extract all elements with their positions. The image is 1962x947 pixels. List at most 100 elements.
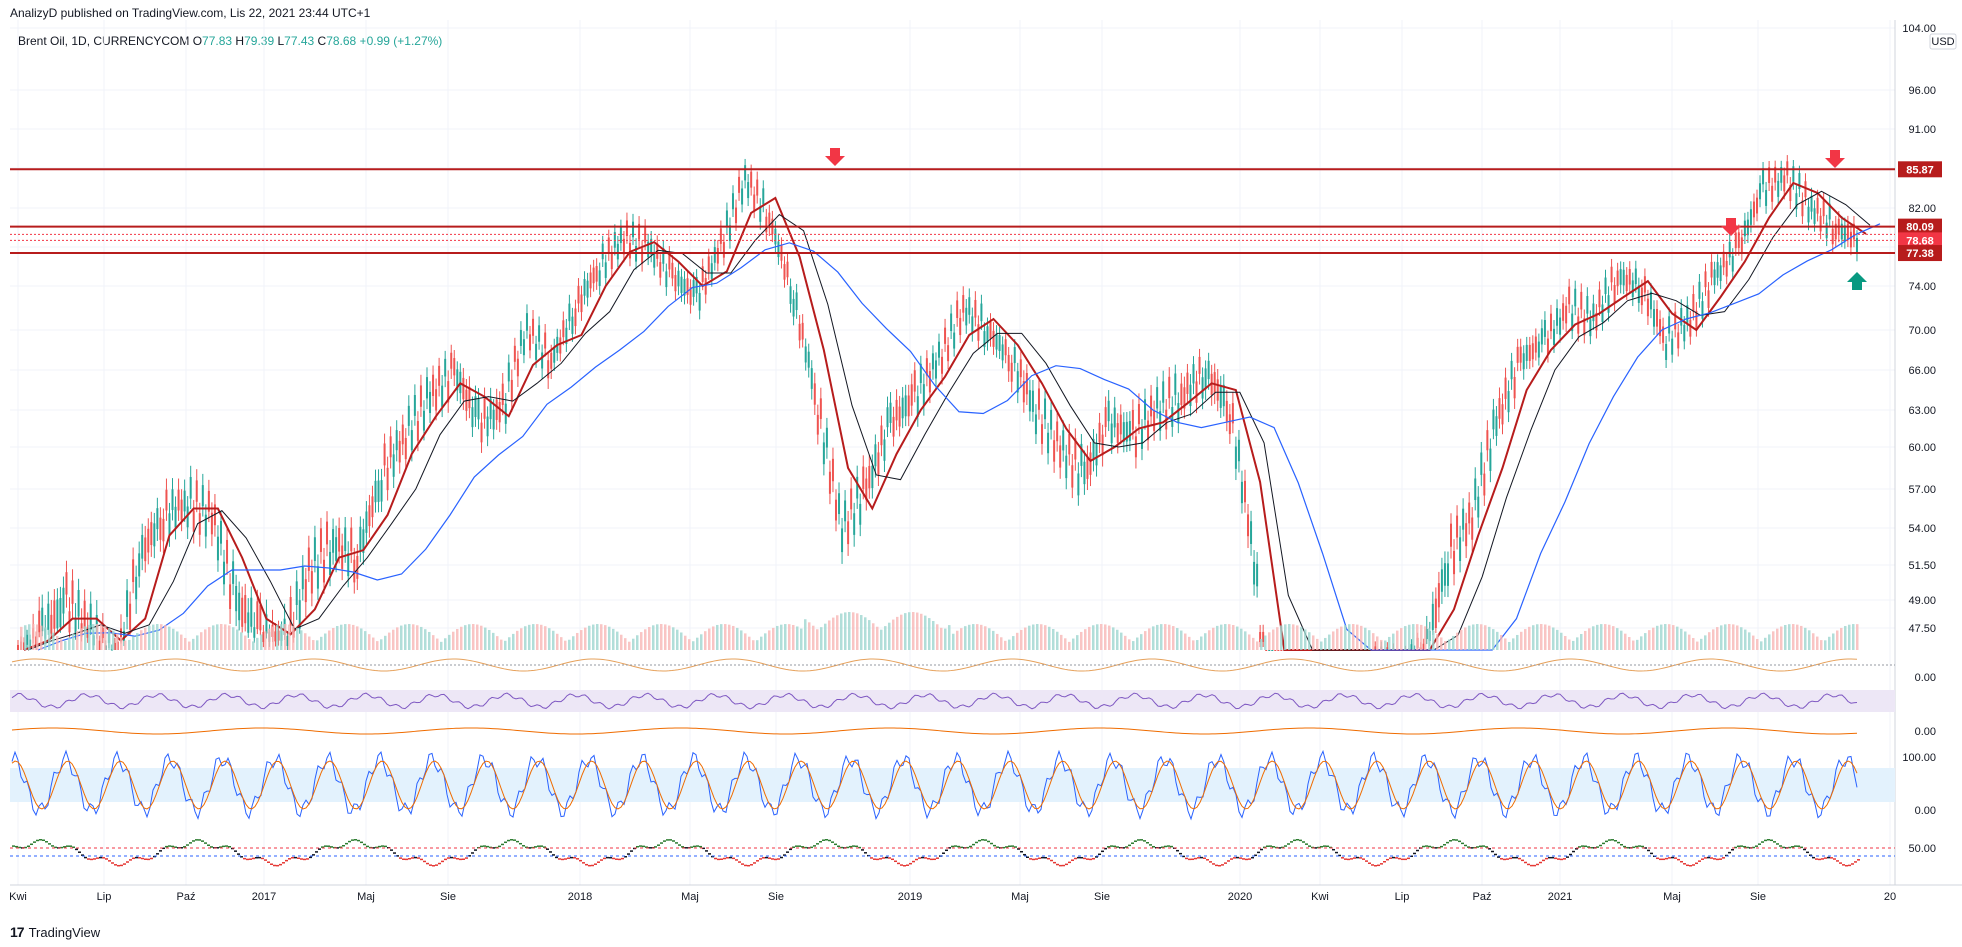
volume-bar [1468, 625, 1471, 650]
volume-bar [1412, 624, 1415, 650]
volume-bar [1788, 624, 1791, 650]
trend-segment [1638, 845, 1641, 847]
candle-body [1153, 411, 1156, 431]
trend-segment [1374, 864, 1377, 867]
price-chart[interactable]: 104.0096.0091.0086.0082.0078.0074.0070.0… [0, 0, 1962, 910]
candle-body [786, 261, 789, 278]
trend-segment [54, 846, 57, 849]
volume-bar [72, 634, 75, 650]
volume-bar [1020, 629, 1023, 650]
candle-body [1422, 643, 1425, 650]
volume-bar [680, 632, 683, 650]
candle-body [1056, 421, 1059, 442]
candle-body [362, 529, 365, 553]
volume-bar [1172, 626, 1175, 650]
candle-body [1086, 456, 1089, 479]
candle-body [444, 358, 447, 377]
volume-bar [920, 613, 923, 650]
volume-bar [504, 640, 507, 650]
volume-bar [368, 634, 371, 650]
currency-badge [1929, 33, 1957, 50]
trend-segment [723, 857, 726, 860]
volume-bar [276, 625, 279, 650]
trend-segment [924, 857, 927, 859]
candle-body [265, 614, 268, 634]
volume-bar [536, 624, 539, 650]
candle-body [1159, 411, 1162, 431]
candle-body [1765, 189, 1768, 206]
trend-segment [126, 861, 129, 863]
stoch-d-line [11, 760, 1858, 810]
volume-bar [1376, 636, 1379, 650]
trend-segment [1302, 841, 1305, 843]
candle-body [1486, 430, 1489, 451]
candle-body [1259, 632, 1262, 643]
candle-body [447, 381, 450, 403]
trend-segment [138, 857, 141, 859]
candle-body [971, 316, 974, 334]
trend-segment [1401, 858, 1404, 861]
volume-bar [1268, 632, 1271, 650]
candle-body [765, 216, 768, 233]
candle-body [862, 466, 865, 489]
volume-bar [1140, 634, 1143, 650]
trend-segment [1836, 860, 1839, 862]
price-tick-label: 74.00 [1908, 281, 1936, 293]
volume-bar [1492, 629, 1495, 650]
trend-segment [735, 859, 738, 861]
trend-segment [1599, 844, 1602, 847]
trend-segment [555, 856, 558, 859]
trend-segment [513, 839, 516, 841]
trend-segment [486, 845, 489, 848]
volume-bar [1032, 624, 1035, 650]
candle-body [859, 503, 862, 525]
volume-bar [1080, 631, 1083, 650]
trend-segment [1218, 864, 1221, 867]
candle-body [998, 334, 1001, 351]
trend-segment [1365, 860, 1368, 862]
candle-body [313, 537, 316, 561]
volume-bar [744, 633, 747, 650]
volume-bar [764, 633, 767, 650]
trend-segment [1596, 846, 1599, 848]
volume-bar [1456, 632, 1459, 650]
volume-bar [824, 623, 827, 650]
volume-bar [1716, 627, 1719, 650]
trend-segment [759, 858, 762, 860]
trend-segment [543, 846, 546, 848]
trend-segment [600, 859, 603, 861]
candle-body [1010, 362, 1013, 382]
volume-bar [624, 638, 627, 650]
volume-bar [188, 641, 191, 650]
time-tick-label: Sie [1750, 891, 1766, 903]
trend-segment [1026, 856, 1029, 858]
volume-bar [876, 626, 879, 650]
candle-body [713, 247, 716, 263]
volume-bar [800, 628, 803, 650]
trend-segment [165, 845, 168, 848]
candle-body [1147, 420, 1150, 441]
volume-bar [1072, 638, 1075, 650]
candle-body [26, 634, 29, 645]
trend-segment [1341, 857, 1344, 859]
trend-segment [45, 841, 48, 843]
volume-bar [384, 635, 387, 650]
volume-bar [1752, 635, 1755, 650]
trend-segment [618, 858, 621, 861]
trend-segment [684, 847, 687, 849]
candle-body [226, 539, 229, 564]
candle-body [422, 410, 425, 431]
trend-segment [1677, 858, 1680, 861]
candle-body [1589, 319, 1592, 337]
trend-segment [1023, 853, 1026, 856]
candle-body [462, 377, 465, 400]
candle-body [1556, 308, 1559, 326]
trend-segment [1095, 856, 1098, 858]
candle-body [1513, 376, 1516, 399]
candle-body [147, 528, 150, 553]
trend-segment [945, 849, 948, 852]
trend-segment [1284, 845, 1287, 847]
candle-body [120, 628, 123, 639]
candle-body [1622, 269, 1625, 286]
trend-segment [42, 839, 45, 841]
